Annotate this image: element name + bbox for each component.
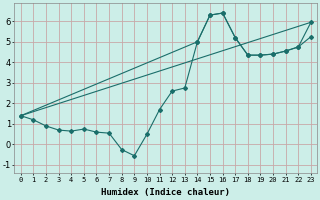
X-axis label: Humidex (Indice chaleur): Humidex (Indice chaleur)	[101, 188, 230, 197]
